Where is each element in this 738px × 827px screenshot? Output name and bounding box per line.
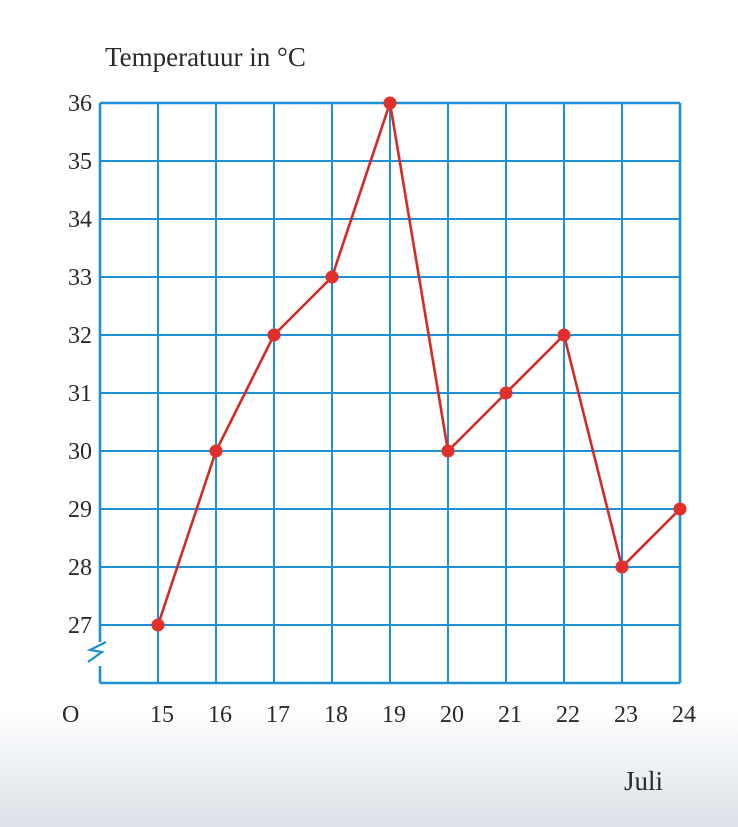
data-points bbox=[151, 96, 687, 632]
x-tick-label: 16 bbox=[208, 702, 232, 728]
data-point bbox=[209, 444, 223, 458]
y-tick-label: 36 bbox=[68, 91, 92, 117]
temperature-line bbox=[156, 101, 681, 626]
data-point bbox=[441, 444, 455, 458]
y-tick-label: 27 bbox=[68, 613, 92, 639]
y-tick-labels: 27 28 29 30 31 32 33 34 35 36 bbox=[68, 91, 92, 639]
data-point bbox=[557, 328, 571, 342]
x-tick-label: 23 bbox=[614, 702, 638, 728]
y-tick-label: 28 bbox=[68, 555, 92, 581]
data-point bbox=[325, 270, 339, 284]
y-tick-label: 31 bbox=[68, 381, 92, 407]
data-point bbox=[615, 560, 629, 574]
x-tick-label: 24 bbox=[672, 702, 696, 728]
y-tick-label: 29 bbox=[68, 497, 92, 523]
x-tick-label: 22 bbox=[556, 702, 580, 728]
grid bbox=[98, 101, 682, 685]
y-tick-label: 34 bbox=[68, 207, 92, 233]
x-tick-labels: 15 16 17 18 19 20 21 22 23 24 bbox=[150, 702, 696, 728]
data-point bbox=[151, 618, 165, 632]
y-tick-label: 33 bbox=[68, 265, 92, 291]
x-tick-label: 20 bbox=[440, 702, 464, 728]
y-tick-label: 30 bbox=[68, 439, 92, 465]
x-tick-label: 21 bbox=[498, 702, 522, 728]
y-tick-label: 35 bbox=[68, 149, 92, 175]
y-axis-title: Temperatuur in °C bbox=[105, 42, 306, 72]
x-tick-label: 18 bbox=[324, 702, 348, 728]
y-tick-label: 32 bbox=[68, 323, 92, 349]
x-tick-label: 15 bbox=[150, 702, 174, 728]
y-axis-break-icon bbox=[86, 641, 107, 666]
series-line bbox=[156, 101, 681, 626]
x-tick-label: 17 bbox=[266, 702, 290, 728]
origin-label: O bbox=[62, 702, 79, 728]
data-point bbox=[383, 96, 397, 110]
axis-break-zigzag bbox=[86, 641, 107, 663]
data-point bbox=[499, 386, 513, 400]
x-axis-title: Juli bbox=[624, 766, 663, 796]
data-point bbox=[267, 328, 281, 342]
x-tick-label: 19 bbox=[382, 702, 406, 728]
data-point bbox=[673, 502, 687, 516]
